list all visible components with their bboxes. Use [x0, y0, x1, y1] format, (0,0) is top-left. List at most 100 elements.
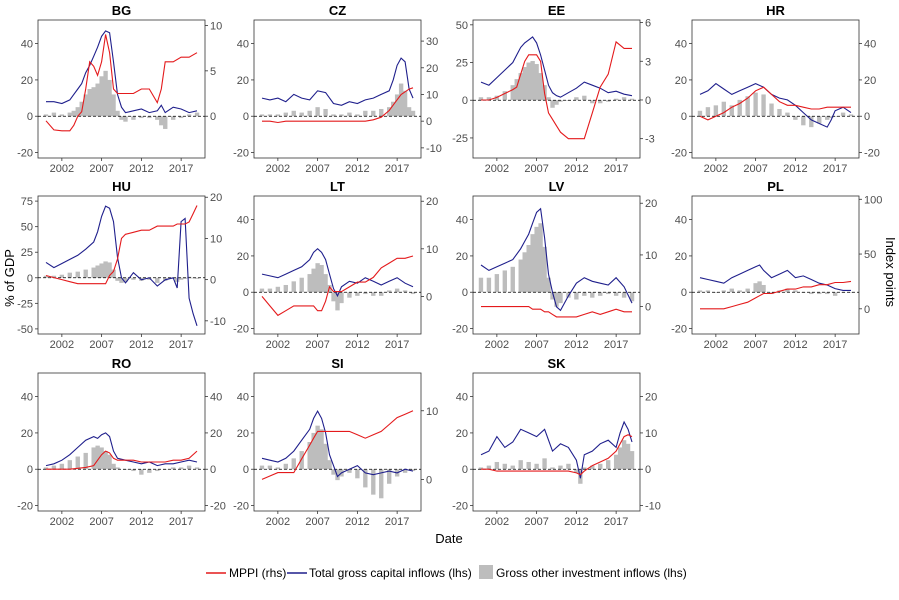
bar-hu-1: [51, 275, 57, 278]
y-right-tick-label-ee-1: 0: [645, 95, 651, 107]
bar-cz-16: [387, 107, 392, 117]
bar-lv-23: [621, 292, 627, 298]
bar-lv-24: [629, 292, 635, 302]
x-tick-label-hr-1: 2007: [743, 163, 767, 175]
y-left-tick-label-lt-0: -20: [233, 324, 249, 336]
bar-cz-18: [394, 94, 400, 117]
bar-sk-15: [590, 465, 595, 470]
bar-bg-7: [83, 94, 88, 117]
bar-ro-4: [75, 456, 80, 470]
bar-ee-7: [522, 67, 527, 101]
legend-label-total-inflows: Total gross capital inflows (lhs): [309, 566, 472, 580]
bar-hu-18: [155, 277, 160, 283]
y-right-tick-label-ro-3: 40: [210, 392, 222, 404]
y-left-tick-label-ro-2: 20: [21, 428, 33, 440]
y-right-tick-label-si-0: 0: [426, 474, 432, 486]
y-left-tick-label-hu-5: 75: [21, 196, 33, 208]
bar-hr-5: [737, 99, 742, 117]
bar-lv-21: [606, 292, 611, 295]
bar-lv-12: [546, 277, 551, 293]
panel-cz: CZ 2002 2007 2012 2017 -20 0 20 40 -10 0 10 20 30: [233, 3, 442, 175]
panel-title-bg: BG: [112, 3, 132, 18]
bar-hr-9: [769, 103, 774, 117]
y-left-tick-label-lt-2: 20: [237, 251, 249, 263]
y-left-tick-label-lv-3: 40: [456, 215, 468, 227]
bar-ro-20: [178, 467, 184, 470]
y-right-tick-label-hr-3: 40: [864, 39, 876, 51]
bar-bg-15: [115, 110, 120, 117]
bar-ee-10: [534, 64, 539, 101]
bar-cz-7: [315, 107, 320, 117]
bar-ee-25: [629, 98, 635, 101]
bar-bg-25: [178, 116, 184, 119]
y-right-tick-label-ee-2: 3: [645, 56, 651, 68]
bar-si-6: [307, 442, 312, 470]
bar-lv-22: [613, 292, 619, 296]
x-tick-label-lt-1: 2007: [305, 339, 329, 351]
x-tick-label-ro-3: 2017: [169, 516, 193, 528]
bar-ro-3: [67, 460, 72, 470]
total-inflows-line-ro: [45, 432, 198, 467]
x-tick-label-lv-2: 2012: [564, 339, 588, 351]
bar-sk-17: [606, 460, 611, 470]
bar-sk-21: [625, 443, 631, 470]
bar-hr-20: [848, 114, 854, 117]
panel-frame-ro: [37, 372, 206, 512]
panel-frame-hr: [691, 19, 860, 159]
bar-cz-8: [323, 108, 328, 117]
y-left-tick-label-bg-0: -20: [17, 148, 33, 160]
legend-label-other-investment: Gross other investment inflows (lhs): [496, 566, 687, 580]
bar-lt-19: [379, 292, 384, 296]
y-left-tick-label-pl-1: 0: [681, 287, 687, 299]
bar-si-18: [371, 469, 376, 495]
x-tick-label-lv-1: 2007: [524, 339, 548, 351]
legend-label-mppi: MPPI (rhs): [229, 566, 286, 580]
panel-frame-sk: [472, 372, 641, 512]
bar-bg-24: [171, 116, 176, 120]
bar-cz-11: [347, 112, 352, 117]
panel-title-ro: RO: [112, 356, 132, 371]
x-tick-label-hu-1: 2007: [89, 339, 113, 351]
y-left-tick-label-ee-0: -25: [452, 133, 468, 145]
y-right-tick-label-lt-1: 10: [426, 244, 438, 256]
x-tick-label-cz-0: 2002: [266, 163, 290, 175]
bar-hr-3: [721, 101, 726, 117]
x-tick-label-ee-1: 2007: [524, 163, 548, 175]
bar-si-13: [335, 469, 340, 481]
bar-cz-4: [291, 110, 296, 117]
y-left-tick-label-lv-1: 0: [462, 287, 468, 299]
bar-bg-10: [95, 83, 100, 117]
bar-hu-8: [99, 263, 104, 278]
bar-lv-10: [538, 223, 543, 293]
mppi-line-hr: [699, 86, 851, 121]
x-tick-label-hu-2: 2012: [129, 339, 153, 351]
x-tick-label-pl-0: 2002: [704, 339, 728, 351]
bar-bg-18: [131, 116, 136, 120]
bar-hr-6: [745, 96, 750, 117]
y-left-tick-label-ro-3: 40: [21, 392, 33, 404]
y-left-tick-label-lt-3: 40: [237, 215, 249, 227]
y-left-tick-label-bg-2: 20: [21, 75, 33, 87]
y-right-tick-label-cz-3: 20: [426, 63, 438, 75]
x-tick-label-sk-3: 2017: [604, 516, 628, 528]
x-tick-label-ee-0: 2002: [485, 163, 509, 175]
x-tick-label-ee-3: 2017: [604, 163, 628, 175]
bar-pl-13: [793, 290, 798, 293]
y-left-tick-label-hu-0: -50: [17, 324, 33, 336]
bar-si-22: [402, 469, 408, 473]
bar-si-16: [355, 469, 360, 479]
bar-lt-12: [331, 292, 336, 302]
bar-sk-8: [542, 458, 547, 470]
bar-ro-15: [139, 469, 144, 475]
bar-bg-5: [75, 107, 80, 117]
bar-si-19: [379, 469, 384, 499]
bar-hu-10: [107, 262, 112, 278]
y-left-tick-label-bg-1: 0: [27, 111, 33, 123]
panel-frame-hu: [37, 195, 206, 335]
bar-bg-19: [139, 116, 144, 119]
bar-ee-3: [502, 91, 507, 101]
bar-cz-20: [402, 90, 408, 117]
bar-hr-0: [697, 110, 703, 117]
y-left-tick-label-cz-2: 20: [237, 75, 249, 87]
bar-hr-10: [777, 108, 782, 117]
